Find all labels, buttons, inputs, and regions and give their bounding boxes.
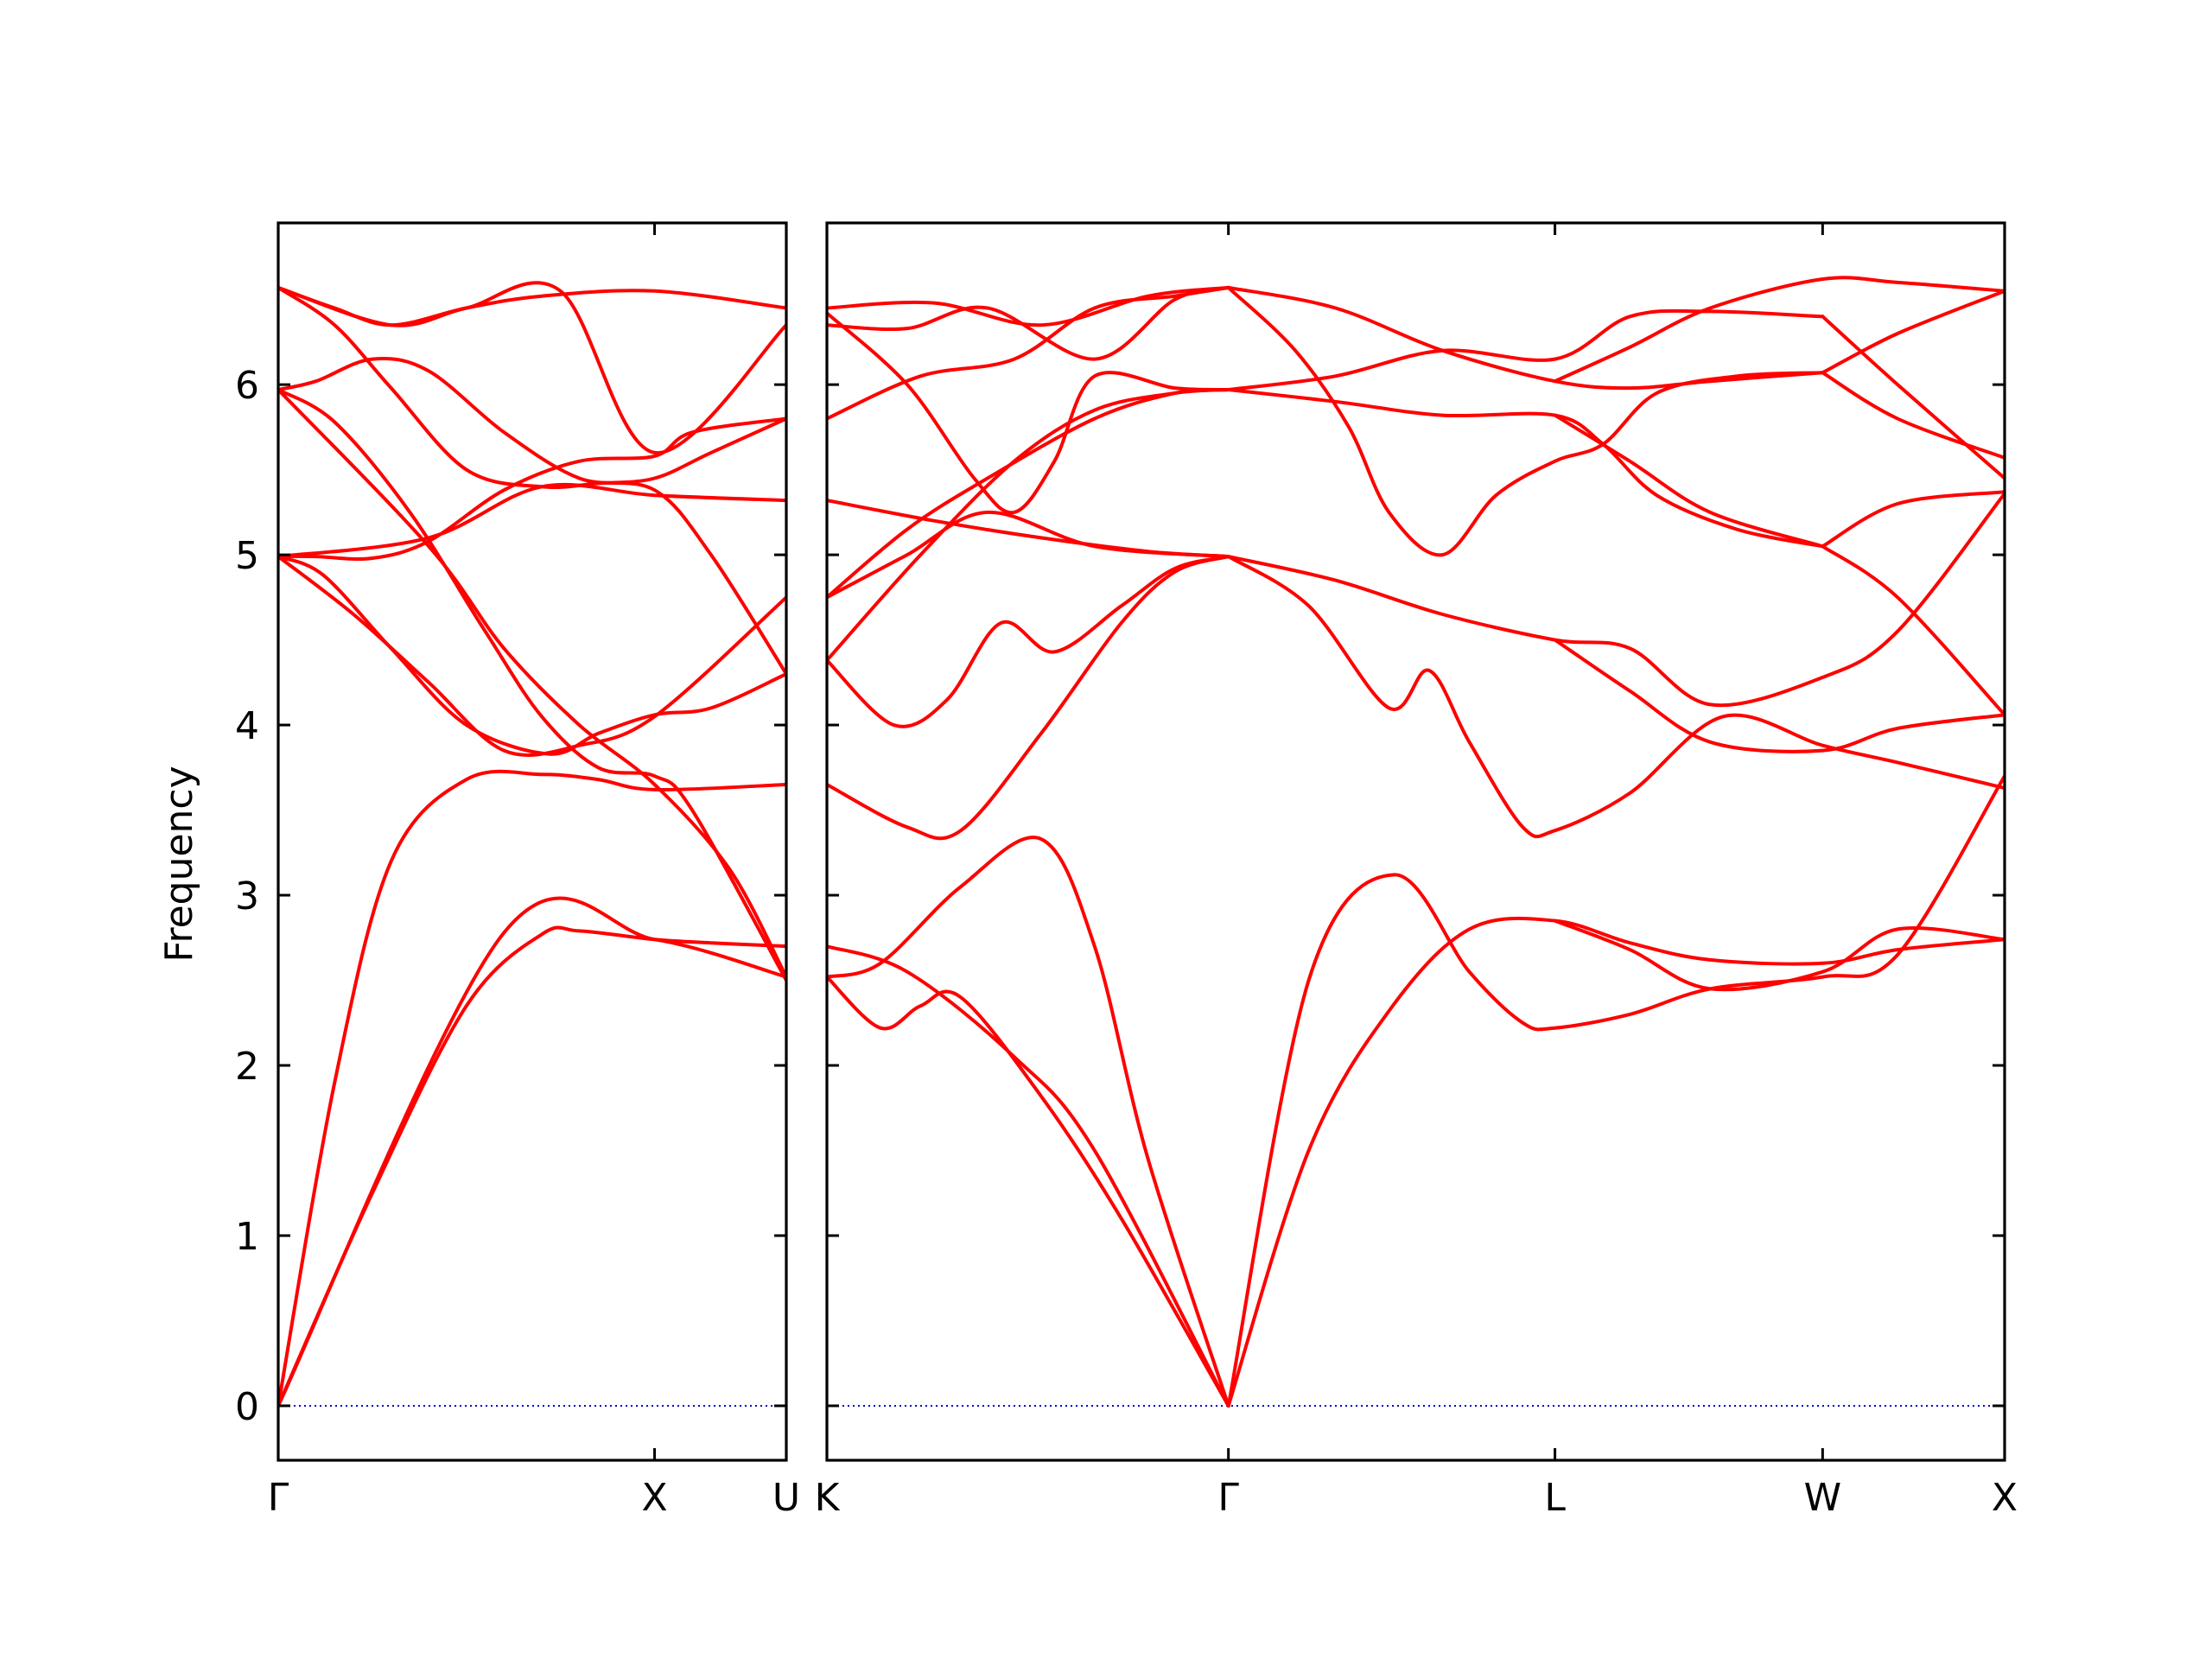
band-right-29 [1821, 490, 2005, 549]
y-tick-label: 0 [235, 1385, 259, 1429]
y-tick-label: 1 [235, 1215, 259, 1259]
x-tick-label: W [1804, 1476, 1842, 1520]
band-right-1 [827, 975, 1230, 1408]
band-left-7 [278, 356, 786, 676]
band-right-20 [1226, 285, 1825, 557]
band-left-11 [278, 388, 786, 979]
band-right-5 [1226, 774, 2005, 1408]
band-right-28 [1821, 371, 2005, 460]
band-left-9 [278, 285, 786, 327]
x-tick-label: Γ [268, 1476, 289, 1520]
x-tick-label: X [641, 1476, 667, 1520]
band-left-12 [278, 281, 786, 454]
band-left-6 [278, 388, 786, 982]
band-right-25 [1553, 276, 2005, 384]
axes-frame-right [825, 221, 2006, 1462]
band-right-30 [1821, 544, 2005, 717]
band-right-9 [1226, 555, 2005, 839]
band-right-18 [827, 285, 1230, 361]
band-right-15 [827, 388, 1230, 663]
band-left-2 [278, 769, 786, 1408]
y-tick-label: 5 [235, 534, 259, 578]
axes-layer [276, 221, 2006, 1462]
band-right-4 [1226, 916, 2005, 1408]
band-left-14 [278, 896, 786, 1408]
band-right-24 [1553, 413, 1825, 549]
band-right-21 [1226, 388, 1825, 549]
x-tick-label: K [815, 1476, 841, 1520]
band-left-10 [278, 555, 786, 757]
band-right-8 [827, 555, 1230, 728]
band-right-27 [1821, 315, 2005, 480]
band-right-16 [827, 285, 1230, 421]
y-axis-label: Frequency [157, 766, 201, 962]
band-left-5 [278, 416, 786, 562]
band-right-10 [1226, 492, 2005, 708]
band-right-6 [1553, 918, 2005, 992]
y-tick-label: 6 [235, 364, 259, 408]
x-tick-label: L [1544, 1476, 1566, 1520]
x-tick-label: Γ [1217, 1476, 1239, 1520]
band-right-17 [827, 311, 1230, 515]
band-left-4 [278, 555, 786, 756]
band-right-2 [827, 944, 1230, 1408]
band-right-13 [827, 499, 1230, 559]
x-tick-label: U [772, 1476, 800, 1520]
band-right-7 [827, 555, 1230, 841]
band-left-8 [278, 285, 786, 490]
band-left-1 [278, 925, 786, 1408]
ticks-layer: 0 1 2 3 4 5 6 Γ X U K Γ L W X [235, 223, 2018, 1520]
axes-frame-left [276, 221, 788, 1462]
band-right-3 [827, 836, 1230, 1408]
y-tick-label: 3 [235, 874, 259, 918]
band-right-11 [1553, 638, 2005, 753]
band-right-22 [1226, 308, 1825, 391]
bands-layer [278, 276, 2005, 1408]
y-tick-label: 2 [235, 1045, 259, 1089]
y-tick-label: 4 [235, 704, 259, 748]
band-right-23 [1226, 285, 1825, 391]
band-left-13 [278, 482, 786, 559]
band-right-19 [827, 285, 1230, 327]
x-tick-label: X [1992, 1476, 2018, 1520]
band-right-26 [1821, 289, 2005, 375]
